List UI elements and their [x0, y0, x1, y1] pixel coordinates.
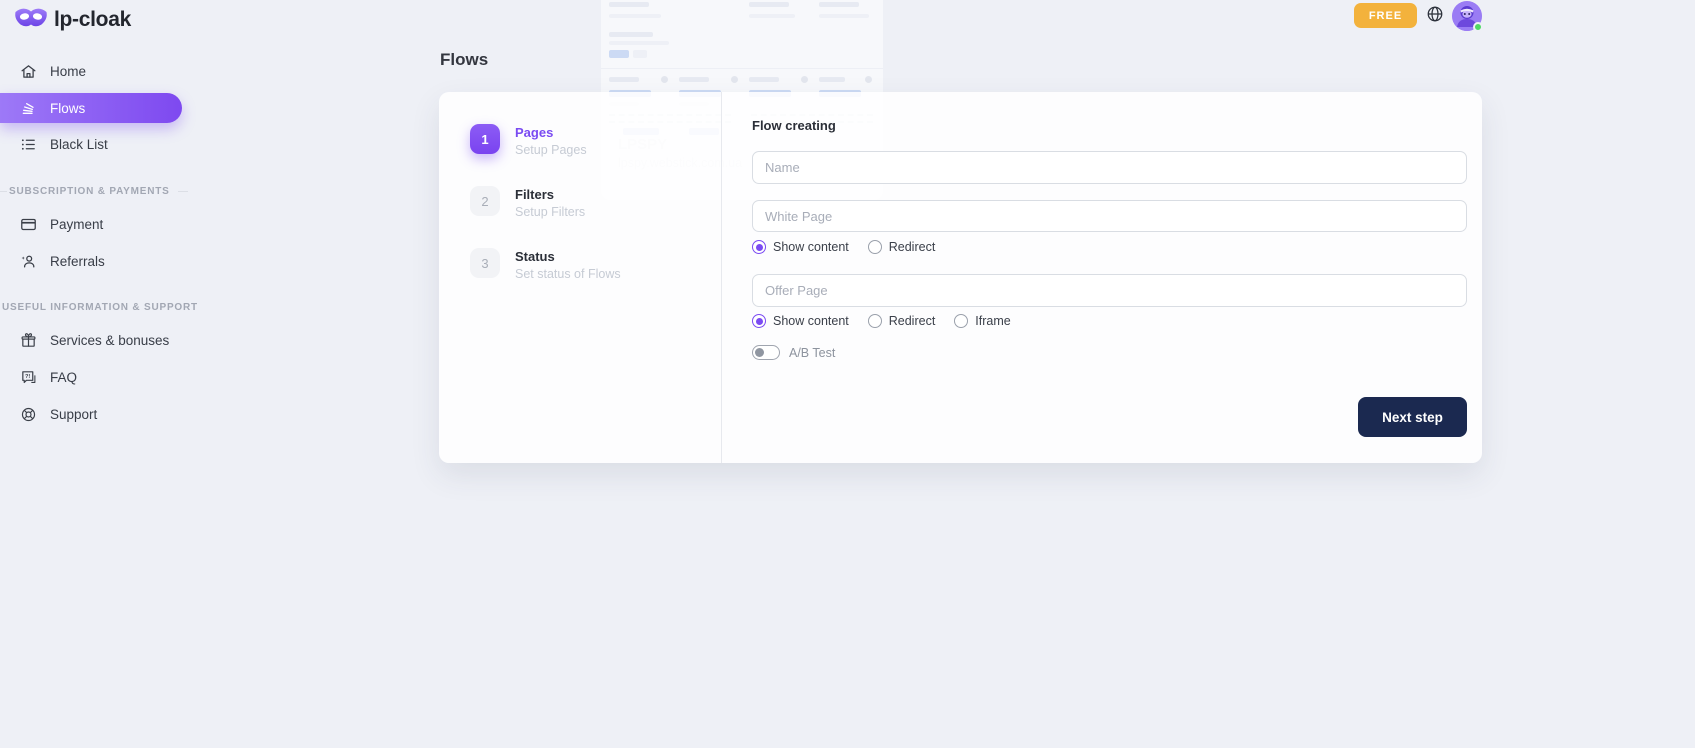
offer-page-input[interactable] — [752, 274, 1467, 307]
list-icon — [19, 135, 37, 153]
step-title: Status — [515, 249, 555, 264]
white-page-mode-options: Show content Redirect — [752, 240, 935, 254]
plan-badge[interactable]: FREE — [1354, 3, 1417, 28]
step-subtitle: Set status of Flows — [515, 267, 621, 281]
flow-creating-modal: 1 Pages Setup Pages 2 Filters Setup Filt… — [439, 92, 1482, 463]
wizard-step-filters[interactable]: 2 Filters Setup Filters — [470, 186, 585, 219]
sidebar-item-flows[interactable]: Flows — [0, 93, 182, 123]
modal-divider — [721, 92, 722, 463]
home-icon — [19, 62, 37, 80]
sidebar-item-referrals[interactable]: Referrals — [0, 247, 200, 275]
offer-iframe-radio[interactable]: Iframe — [954, 314, 1011, 328]
step-title: Filters — [515, 187, 555, 202]
sidebar-item-payment[interactable]: Payment — [0, 210, 200, 238]
referral-user-icon — [19, 252, 37, 270]
sidebar-section-subscription-payments: SUBSCRIPTION & PAYMENTS — [0, 184, 200, 198]
step-number: 1 — [470, 124, 500, 154]
radio-icon — [867, 240, 882, 254]
faq-bubble-icon: ?! — [19, 368, 37, 386]
toggle-knob — [755, 347, 764, 357]
offer-page-mode-options: Show content Redirect Iframe — [752, 314, 1011, 328]
white-redirect-radio[interactable]: Redirect — [867, 240, 935, 254]
step-title: Pages — [515, 125, 554, 140]
sidebar-item-label: Payment — [50, 216, 104, 232]
sidebar-item-label: Referrals — [50, 253, 105, 269]
credit-card-icon — [19, 215, 37, 233]
radio-icon — [867, 314, 882, 328]
step-subtitle: Setup Pages — [515, 143, 587, 157]
sidebar-section-useful-info: USEFUL INFORMATION & SUPPORT — [0, 300, 200, 314]
section-label-text: USEFUL INFORMATION & SUPPORT — [2, 301, 198, 313]
ab-test-label: A/B Test — [789, 345, 836, 360]
sidebar-item-home[interactable]: Home — [0, 57, 200, 85]
sidebar-item-label: Flows — [50, 100, 86, 116]
white-page-input[interactable] — [752, 200, 1467, 232]
sidebar-item-label: Black List — [50, 136, 108, 152]
svg-text:?!: ?! — [24, 374, 29, 380]
sidebar-item-label: FAQ — [50, 369, 78, 385]
section-label-text: SUBSCRIPTION & PAYMENTS — [9, 185, 170, 197]
language-globe-icon[interactable] — [1426, 5, 1444, 23]
avatar[interactable] — [1452, 1, 1483, 32]
gift-icon — [19, 331, 37, 349]
radio-icon — [752, 240, 766, 254]
page-title: Flows — [440, 50, 489, 69]
sidebar-item-faq[interactable]: ?! FAQ — [0, 363, 200, 391]
flow-name-input[interactable] — [752, 151, 1467, 184]
white-show-content-radio[interactable]: Show content — [752, 240, 849, 254]
next-step-button[interactable]: Next step — [1358, 397, 1467, 437]
lifebuoy-icon — [19, 405, 37, 423]
step-number: 2 — [470, 186, 500, 216]
brand-name: lp-cloak — [54, 7, 131, 31]
sidebar-item-label: Home — [50, 63, 87, 79]
sidebar-item-services-bonuses[interactable]: Services & bonuses — [0, 326, 200, 354]
offer-show-content-radio[interactable]: Show content — [752, 314, 849, 328]
radio-icon — [954, 314, 969, 328]
online-status-dot — [1473, 22, 1483, 32]
wizard-step-status[interactable]: 3 Status Set status of Flows — [470, 248, 621, 281]
sidebar: lp-cloak Home Flows — [0, 0, 200, 748]
form-title: Flow creating — [752, 118, 836, 133]
offer-redirect-radio[interactable]: Redirect — [867, 314, 935, 328]
sidebar-item-label: Support — [50, 406, 98, 422]
ab-test-toggle-row: A/B Test — [752, 345, 835, 360]
sidebar-item-support[interactable]: Support — [0, 400, 200, 428]
ab-test-toggle[interactable] — [752, 345, 780, 360]
radio-icon — [752, 314, 766, 328]
step-subtitle: Setup Filters — [515, 205, 586, 219]
sidebar-item-label: Services & bonuses — [50, 332, 170, 348]
step-number: 3 — [470, 248, 500, 278]
brand[interactable]: lp-cloak — [14, 5, 131, 34]
sidebar-item-black-list[interactable]: Black List — [0, 130, 200, 158]
brand-mask-icon — [14, 5, 48, 34]
wizard-step-pages[interactable]: 1 Pages Setup Pages — [470, 124, 587, 157]
flows-icon — [19, 99, 37, 117]
